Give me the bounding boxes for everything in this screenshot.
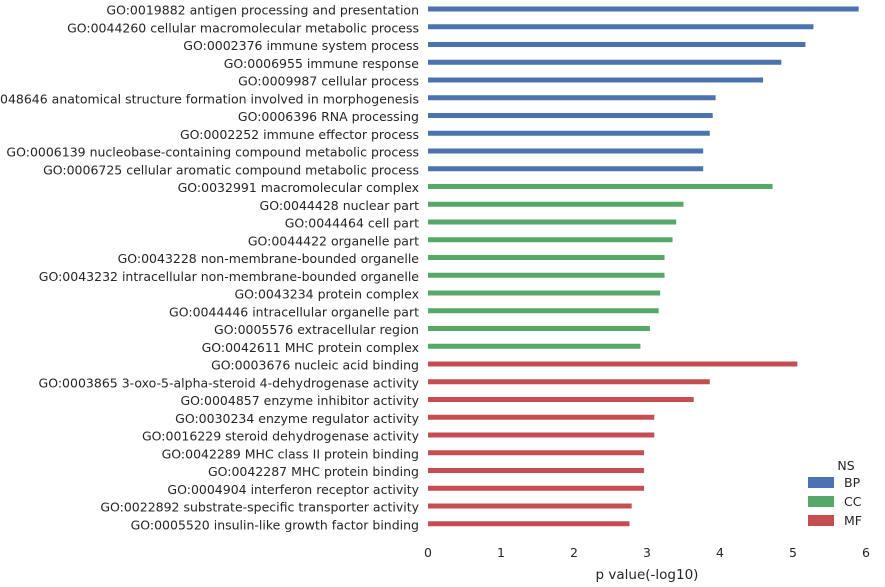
category-label: GO:0044422 organelle part <box>248 233 419 248</box>
category-label-group: GO:0019882 antigen processing and presen… <box>0 3 420 533</box>
category-label: GO:0016229 steroid dehydrogenase activit… <box>142 429 420 444</box>
x-tick-label: 5 <box>789 545 797 560</box>
bar-group <box>428 6 859 527</box>
category-label: GO:0004857 enzyme inhibitor activity <box>180 393 419 408</box>
bar-bp-4 <box>428 77 764 83</box>
bar-bp-7 <box>428 130 710 136</box>
bar-mf-21 <box>428 379 710 385</box>
x-axis-title: p value(-log10) <box>596 567 699 583</box>
bar-mf-29 <box>428 521 630 527</box>
legend: NS BP CC MF <box>808 458 862 528</box>
category-label: GO:0004904 interferon receptor activity <box>167 482 419 497</box>
bar-mf-23 <box>428 414 655 420</box>
legend-swatch-mf <box>808 515 834 526</box>
bar-bp-1 <box>428 24 814 30</box>
bar-bp-8 <box>428 148 704 154</box>
category-label: GO:0043228 non-membrane-bounded organell… <box>118 251 420 266</box>
category-label: GO:0022892 substrate-specific transporte… <box>100 500 419 515</box>
bar-cc-10 <box>428 184 773 189</box>
bar-cc-19 <box>428 343 641 349</box>
bar-mf-27 <box>428 485 645 491</box>
legend-label-bp: BP <box>844 475 861 490</box>
legend-label-cc: CC <box>844 494 862 509</box>
category-label: GO:0044260 cellular macromolecular metab… <box>67 20 419 35</box>
category-label: GO:0006396 RNA processing <box>238 109 419 124</box>
category-label: GO:0005576 extracellular region <box>214 322 419 337</box>
x-tick-group: 0 1 2 3 4 5 6 <box>424 545 870 560</box>
bar-cc-12 <box>428 219 677 225</box>
x-tick-label: 1 <box>497 545 505 560</box>
category-label: GO:0006955 immune response <box>224 56 420 71</box>
bar-mf-24 <box>428 432 655 438</box>
bar-mf-22 <box>428 397 694 402</box>
bar-mf-28 <box>428 503 632 509</box>
legend-title: NS <box>837 458 854 473</box>
bar-bp-2 <box>428 42 806 47</box>
category-label: GO:0042287 MHC protein binding <box>208 464 419 479</box>
category-label: GO:0044464 cell part <box>285 216 419 231</box>
bar-cc-17 <box>428 308 659 314</box>
category-label: GO:0044428 nuclear part <box>260 198 420 213</box>
bar-bp-3 <box>428 59 782 65</box>
category-label: GO:0005520 insulin-like growth factor bi… <box>131 517 419 532</box>
x-tick-label: 0 <box>424 545 432 560</box>
x-tick-label: 2 <box>570 545 578 560</box>
category-label: GO:0042611 MHC protein complex <box>202 340 419 355</box>
bar-cc-14 <box>428 255 665 260</box>
bar-bp-9 <box>428 166 704 172</box>
x-tick-label: 4 <box>716 545 724 560</box>
legend-label-mf: MF <box>844 513 862 528</box>
category-label: GO:0043232 intracellular non-membrane-bo… <box>39 269 420 284</box>
x-tick-label: 6 <box>862 545 870 560</box>
bar-cc-18 <box>428 326 650 331</box>
category-label: GO:0044446 intracellular organelle part <box>169 304 419 319</box>
category-label: GO:0002252 immune effector process <box>180 127 419 142</box>
category-label: GO:0006139 nucleobase-containing compoun… <box>6 145 419 160</box>
legend-swatch-cc <box>808 496 834 507</box>
bar-cc-13 <box>428 237 673 243</box>
category-label: GO:0006725 cellular aromatic compound me… <box>43 162 419 177</box>
category-label: GO:0042289 MHC class II protein binding <box>162 446 419 461</box>
category-label: GO:0032991 macromolecular complex <box>178 180 419 195</box>
category-label: GO:0003865 3-oxo-5-alpha-steroid 4-dehyd… <box>39 375 420 390</box>
category-label: GO:0019882 antigen processing and presen… <box>106 3 419 18</box>
bar-cc-16 <box>428 290 661 296</box>
legend-swatch-bp <box>808 477 834 488</box>
category-label: GO:0030234 enzyme regulator activity <box>175 411 419 426</box>
bar-mf-25 <box>428 450 645 456</box>
category-label: GO:0009987 cellular process <box>238 74 419 89</box>
bar-mf-20 <box>428 361 798 367</box>
bar-bp-5 <box>428 95 716 101</box>
x-tick-label: 3 <box>643 545 651 560</box>
bar-bp-0 <box>428 6 859 12</box>
category-label: GO:0003676 nucleic acid binding <box>211 358 419 373</box>
category-label: GO:0048646 anatomical structure formatio… <box>0 91 419 106</box>
bar-bp-6 <box>428 113 713 118</box>
bar-cc-11 <box>428 201 684 207</box>
category-label: GO:0002376 immune system process <box>183 38 419 53</box>
bar-cc-15 <box>428 272 665 278</box>
category-label: GO:0043234 protein complex <box>234 287 419 302</box>
bar-mf-26 <box>428 468 645 473</box>
